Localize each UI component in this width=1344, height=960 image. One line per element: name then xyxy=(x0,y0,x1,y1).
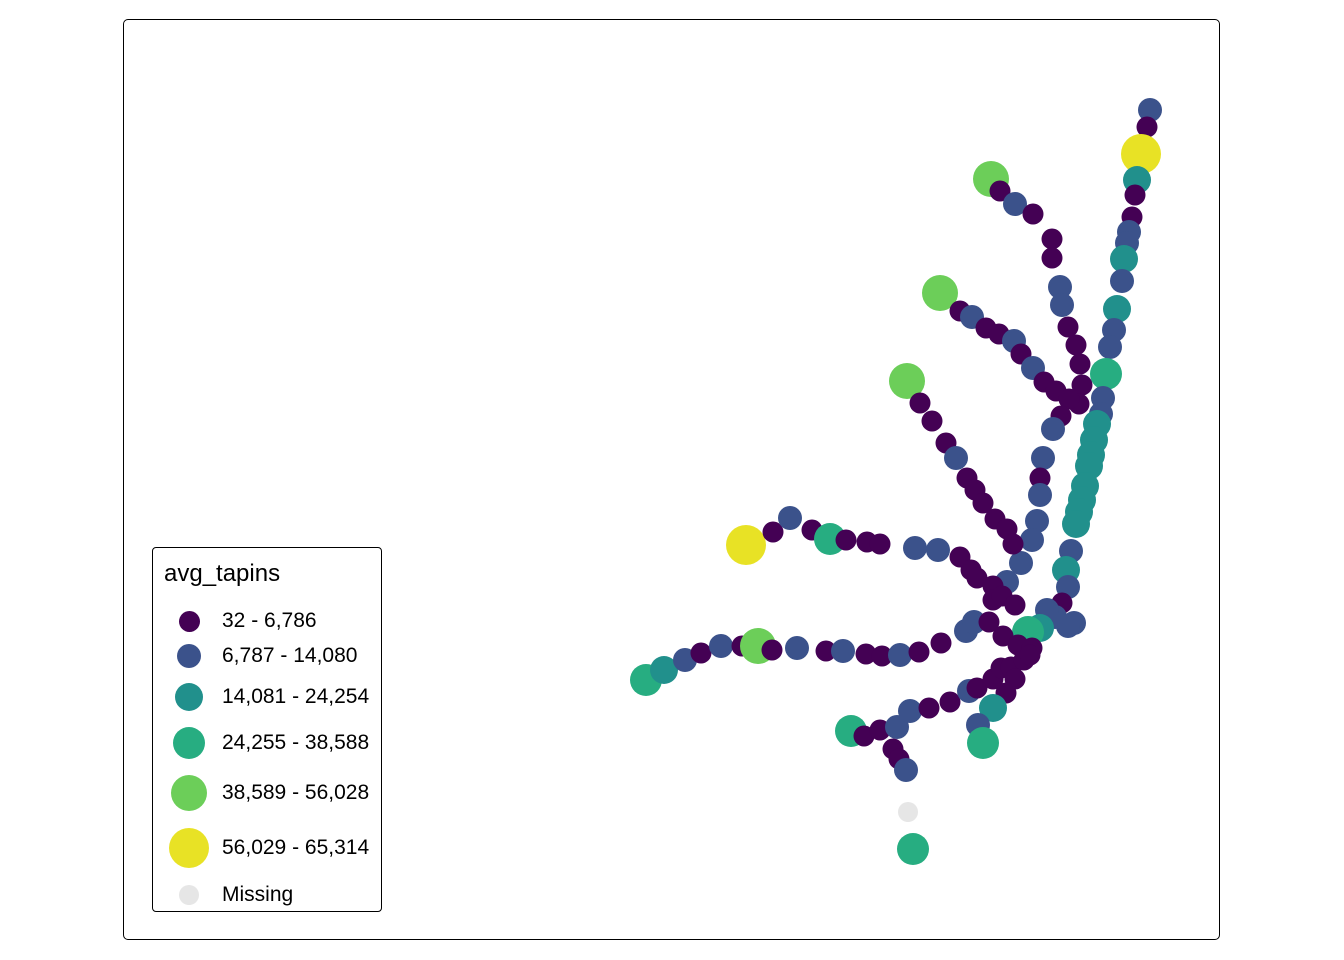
station-point[interactable] xyxy=(966,677,988,699)
station-point[interactable] xyxy=(1009,551,1033,575)
station-point[interactable] xyxy=(930,632,952,654)
station-point[interactable] xyxy=(871,645,893,667)
legend-symbol-4 xyxy=(173,727,205,759)
legend-label-4: 24,255 - 38,588 xyxy=(222,731,370,754)
station-point[interactable] xyxy=(1041,228,1063,250)
station-point[interactable] xyxy=(1065,334,1087,356)
station-point[interactable] xyxy=(894,758,918,782)
legend-item-1: 32 - 6,786 xyxy=(153,601,383,641)
station-point[interactable] xyxy=(908,641,930,663)
legend-symbol-3 xyxy=(175,683,203,711)
station-point[interactable] xyxy=(1110,245,1138,273)
station-point[interactable] xyxy=(979,694,1007,722)
legend-label-2: 6,787 - 14,080 xyxy=(222,644,358,667)
station-point[interactable] xyxy=(918,697,940,719)
station-point[interactable] xyxy=(885,715,909,739)
station-point[interactable] xyxy=(889,363,925,399)
map-frame xyxy=(123,19,1220,940)
legend-label-6: 56,029 - 65,314 xyxy=(222,836,370,859)
legend-symbol-6 xyxy=(169,828,209,868)
station-point[interactable] xyxy=(1136,116,1158,138)
station-point[interactable] xyxy=(1029,467,1051,489)
station-point[interactable] xyxy=(869,533,891,555)
station-point[interactable] xyxy=(1048,275,1072,299)
station-point[interactable] xyxy=(897,833,929,865)
station-point[interactable] xyxy=(966,567,988,589)
station-point[interactable] xyxy=(1003,192,1027,216)
station-point[interactable] xyxy=(939,691,961,713)
station-point[interactable] xyxy=(726,525,766,565)
station-point[interactable] xyxy=(1124,184,1146,206)
station-point[interactable] xyxy=(1090,358,1122,390)
station-point[interactable] xyxy=(989,180,1011,202)
legend-symbol-missing xyxy=(179,885,199,905)
station-point[interactable] xyxy=(1058,388,1080,410)
station-point[interactable] xyxy=(944,446,968,470)
station-point[interactable] xyxy=(835,529,857,551)
station-point[interactable] xyxy=(972,492,994,514)
station-point[interactable] xyxy=(888,643,912,667)
legend-symbol-1 xyxy=(178,610,200,632)
station-point[interactable] xyxy=(1071,374,1093,396)
legend-item-3: 14,081 - 24,254 xyxy=(153,677,383,717)
station-point[interactable] xyxy=(967,727,999,759)
station-point[interactable] xyxy=(778,506,802,530)
station-point[interactable] xyxy=(1062,510,1090,538)
station-point[interactable] xyxy=(1020,528,1044,552)
station-point[interactable] xyxy=(762,521,784,543)
station-point[interactable] xyxy=(898,699,922,723)
station-point[interactable] xyxy=(926,538,950,562)
station-point[interactable] xyxy=(1041,417,1065,441)
legend-label-3: 14,081 - 24,254 xyxy=(222,685,370,708)
station-point[interactable] xyxy=(1098,335,1122,359)
legend-label-5: 38,589 - 56,028 xyxy=(222,781,370,804)
station-point[interactable] xyxy=(814,523,846,555)
station-point[interactable] xyxy=(909,392,931,414)
station-point[interactable] xyxy=(1057,316,1079,338)
station-point[interactable] xyxy=(785,636,809,660)
station-point[interactable] xyxy=(761,639,783,661)
station-point[interactable] xyxy=(1050,293,1074,317)
station-point[interactable] xyxy=(1031,446,1055,470)
legend-symbol-2 xyxy=(177,644,201,668)
legend-item-missing: Missing xyxy=(153,875,383,915)
station-point[interactable] xyxy=(921,410,943,432)
station-point[interactable] xyxy=(1025,509,1049,533)
station-point[interactable] xyxy=(1069,353,1091,375)
station-point[interactable] xyxy=(855,643,877,665)
station-point[interactable] xyxy=(1110,269,1134,293)
station-point[interactable] xyxy=(922,275,958,311)
station-point[interactable] xyxy=(1028,483,1052,507)
legend-label-missing: Missing xyxy=(222,883,294,906)
station-point[interactable] xyxy=(962,610,986,634)
station-point[interactable] xyxy=(1004,594,1026,616)
station-point[interactable] xyxy=(831,639,855,663)
station-point[interactable] xyxy=(1121,134,1161,174)
station-point[interactable] xyxy=(903,536,927,560)
station-point[interactable] xyxy=(978,611,1000,633)
legend-item-2: 6,787 - 14,080 xyxy=(153,636,383,676)
legend: avg_tapins 32 - 6,786 6,787 - 14,080 14,… xyxy=(152,547,382,912)
station-point[interactable] xyxy=(853,725,875,747)
legend-item-5: 38,589 - 56,028 xyxy=(153,773,383,813)
station-point[interactable] xyxy=(1022,203,1044,225)
station-point[interactable] xyxy=(815,640,837,662)
station-point[interactable] xyxy=(650,656,678,684)
station-point[interactable] xyxy=(1041,247,1063,269)
station-point[interactable] xyxy=(898,802,918,822)
station-point[interactable] xyxy=(1103,295,1131,323)
legend-title: avg_tapins xyxy=(164,560,281,587)
station-point[interactable] xyxy=(690,642,712,664)
legend-symbol-5 xyxy=(171,775,207,811)
station-point[interactable] xyxy=(1002,533,1024,555)
legend-item-4: 24,255 - 38,588 xyxy=(153,723,383,763)
legend-item-6: 56,029 - 65,314 xyxy=(153,828,383,868)
station-point[interactable] xyxy=(1138,98,1162,122)
station-point[interactable] xyxy=(1019,644,1041,666)
station-point[interactable] xyxy=(709,634,733,658)
legend-label-1: 32 - 6,786 xyxy=(222,609,317,632)
